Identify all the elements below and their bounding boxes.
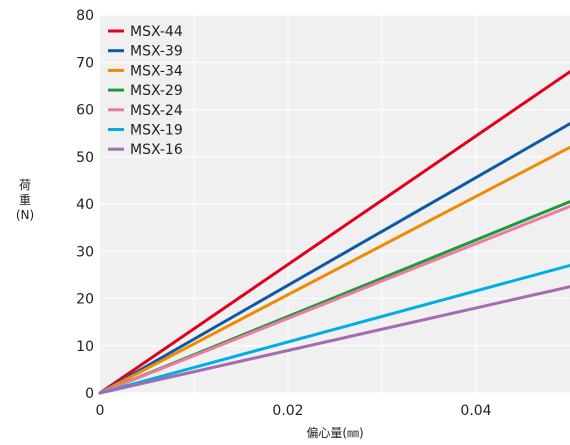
legend-label: MSX-44 — [130, 24, 183, 40]
x-axis-label: 偏心量(㎜) — [306, 425, 363, 440]
y-axis-ticks: 0 10 20 30 40 50 60 70 80 — [76, 8, 94, 402]
y-tick-label: 80 — [76, 8, 94, 24]
legend-label: MSX-29 — [130, 83, 183, 99]
y-axis-label-line: 荷 — [19, 178, 31, 192]
legend-label: MSX-39 — [130, 44, 183, 60]
series-line — [98, 70, 570, 395]
series-line — [98, 263, 570, 395]
series-line — [98, 145, 570, 395]
legend-label: MSX-34 — [130, 63, 183, 79]
y-axis-label: 荷 重 (N) — [16, 178, 34, 222]
y-tick-label: 70 — [76, 55, 94, 71]
x-tick-label: 0.04 — [460, 403, 491, 419]
y-tick-label: 10 — [76, 339, 94, 355]
y-tick-label: 30 — [76, 244, 94, 260]
series-lines — [98, 70, 570, 395]
legend-label: MSX-24 — [130, 103, 183, 119]
y-axis-label-line: (N) — [16, 208, 34, 222]
y-axis-label-line: 重 — [19, 193, 31, 207]
legend-label: MSX-19 — [130, 123, 183, 139]
y-tick-label: 20 — [76, 292, 94, 308]
legend-label: MSX-16 — [130, 142, 183, 158]
x-tick-label: 0.02 — [272, 403, 303, 419]
x-tick-label: 0 — [96, 403, 105, 419]
x-axis-ticks: 0 0.02 0.04 — [96, 403, 492, 419]
series-line — [98, 204, 570, 395]
series-line — [98, 285, 570, 395]
y-tick-label: 50 — [76, 150, 94, 166]
y-tick-label: 40 — [76, 197, 94, 213]
y-tick-label: 60 — [76, 103, 94, 119]
y-tick-label: 0 — [85, 386, 94, 402]
series-line — [98, 122, 570, 395]
legend: MSX-44 MSX-39 MSX-34 MSX-29 MSX-24 MSX-19 MSX-… — [108, 24, 183, 158]
